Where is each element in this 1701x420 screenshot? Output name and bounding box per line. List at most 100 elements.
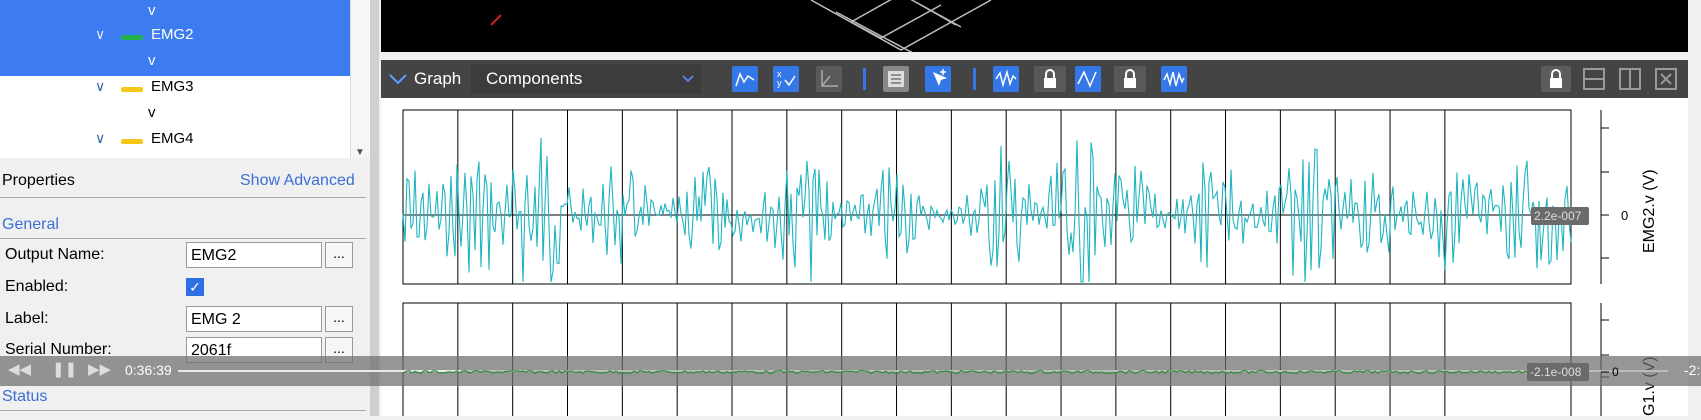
tree-row-v-label: v	[148, 2, 156, 19]
channel-color-swatch	[121, 139, 143, 144]
3d-view[interactable]	[381, 0, 1688, 52]
close-pane-button[interactable]	[1653, 66, 1679, 92]
tree-row-v[interactable]: v	[0, 0, 350, 26]
label-label: Label:	[5, 310, 49, 327]
waveform-filter-button[interactable]	[732, 66, 758, 92]
lock-graph-button[interactable]	[1541, 66, 1571, 92]
auto-scale-button[interactable]	[993, 66, 1019, 92]
playback-progress	[178, 370, 462, 372]
close-icon	[1655, 68, 1677, 90]
split-vertical-button[interactable]	[1617, 66, 1643, 92]
output-name-field[interactable]: EMG2	[186, 242, 322, 268]
add-marker-button[interactable]	[925, 66, 951, 92]
value-marker[interactable]: 2.2e-007	[1531, 207, 1589, 225]
value-marker-text: 2.2e-007	[1534, 209, 1582, 223]
split-horizontal-button[interactable]	[1581, 66, 1607, 92]
divider	[0, 197, 366, 198]
zero-tick-label: 0	[1621, 208, 1628, 223]
svg-text:x: x	[777, 69, 782, 79]
tree-item-emg4[interactable]: ∨ EMG4	[0, 128, 350, 154]
chevron-down-icon	[682, 75, 694, 83]
zero-tick-label: 0	[1612, 365, 1619, 379]
waveform-icon	[1163, 71, 1185, 87]
panel-splitter[interactable]	[370, 0, 379, 416]
waveform-icon	[1077, 70, 1097, 88]
signal-trace	[402, 369, 1571, 375]
elapsed-time: 0:36:39	[125, 362, 172, 378]
value-marker[interactable]: -2.1e-008	[1527, 363, 1589, 381]
scroll-down-arrow-icon[interactable]: ▼	[355, 147, 365, 158]
xyz-icon: xy	[777, 69, 796, 88]
legend-button[interactable]	[883, 66, 909, 92]
tree-row-v[interactable]: v	[0, 50, 350, 76]
tree-row-v-label: v	[148, 104, 156, 121]
tree-item-label: EMG4	[151, 130, 194, 147]
overlay-trace-layer: 0 -2.1e-008	[402, 363, 1619, 381]
split-vertical-icon	[1619, 68, 1641, 90]
playback-bar: ◀◀ ❚❚ ▶▶ 0:36:39 0 -2.1e-008 -2:3	[0, 356, 1701, 386]
lock-icon	[1550, 69, 1562, 88]
components-dropdown-value: Components	[486, 69, 583, 88]
graph-title: Graph	[414, 69, 462, 88]
tree-item-label: EMG2	[151, 26, 194, 43]
properties-title: Properties	[2, 172, 75, 189]
split-horizontal-icon	[1583, 68, 1605, 90]
general-section-header[interactable]: General	[2, 216, 59, 233]
tree-row-v[interactable]: v	[0, 102, 350, 128]
status-section-header[interactable]: Status	[2, 388, 48, 405]
tree-item-emg2[interactable]: ∨ EMG2	[0, 24, 350, 50]
chevron-down-icon[interactable]: ∨	[95, 130, 106, 146]
waveform-icon	[995, 69, 1017, 88]
lock-y-button[interactable]	[1114, 66, 1146, 92]
waveform-icon	[735, 72, 755, 87]
components-dropdown[interactable]: Components	[471, 64, 701, 94]
skip-forward-icon[interactable]: ▶▶	[88, 361, 112, 378]
lock-icon	[1044, 69, 1056, 88]
axes-button[interactable]	[816, 66, 842, 92]
tree-item-emg3[interactable]: ∨ EMG3	[0, 76, 350, 102]
skip-back-icon[interactable]: ◀◀	[8, 361, 32, 378]
tree-scrollbar[interactable]: ▼	[350, 0, 370, 162]
lock-icon	[1124, 69, 1136, 88]
marker-plus-icon	[933, 69, 947, 86]
serial-number-label: Serial Number:	[5, 341, 112, 358]
chevron-down-icon[interactable]: ∨	[95, 26, 106, 42]
show-advanced-link[interactable]: Show Advanced	[240, 172, 355, 189]
chevron-down-icon[interactable]: ∨	[95, 78, 106, 94]
divider	[0, 238, 366, 239]
output-name-label: Output Name:	[5, 246, 105, 263]
tree-row-v-label: v	[148, 52, 156, 69]
playback-track[interactable]	[178, 370, 1668, 372]
tree-item-label: EMG3	[151, 78, 194, 95]
label-field[interactable]: EMG 2	[186, 306, 322, 332]
lock-x-button[interactable]	[1034, 66, 1066, 92]
y-axis-label: EMG2.v (V)	[1641, 169, 1658, 253]
channel-color-swatch	[121, 35, 143, 40]
legend-icon	[888, 71, 904, 87]
y-axis: 0 EMG2.v (V)	[1600, 110, 1658, 284]
fit-signal-button[interactable]	[1075, 66, 1101, 92]
value-marker-text: -2.1e-008	[1530, 365, 1582, 379]
svg-text:y: y	[777, 78, 782, 88]
collapse-chevron-icon[interactable]	[387, 70, 409, 88]
divider	[0, 410, 366, 411]
enabled-label: Enabled:	[5, 278, 69, 295]
axes-icon	[821, 70, 838, 87]
checkmark-icon: ✓	[189, 279, 201, 295]
label-browse-button[interactable]: ...	[325, 306, 353, 332]
enabled-checkbox[interactable]: ✓	[186, 278, 204, 296]
toolbar-separator	[863, 68, 866, 90]
toolbar-separator	[973, 68, 976, 90]
plot-gridlines	[457, 110, 1446, 284]
right-panel-edge	[1688, 52, 1701, 416]
zoom-fit-button[interactable]	[1161, 66, 1187, 92]
channel-color-swatch	[121, 87, 143, 92]
channel-tree: v ∨ EMG2 v ∨ EMG3 v ∨ EMG4	[0, 0, 350, 158]
3d-floor-grid	[490, 0, 992, 52]
pause-icon[interactable]: ❚❚	[52, 361, 78, 378]
output-name-browse-button[interactable]: ...	[325, 242, 353, 268]
signal-trace	[402, 137, 1572, 283]
remaining-time: -2:3	[1684, 362, 1701, 378]
